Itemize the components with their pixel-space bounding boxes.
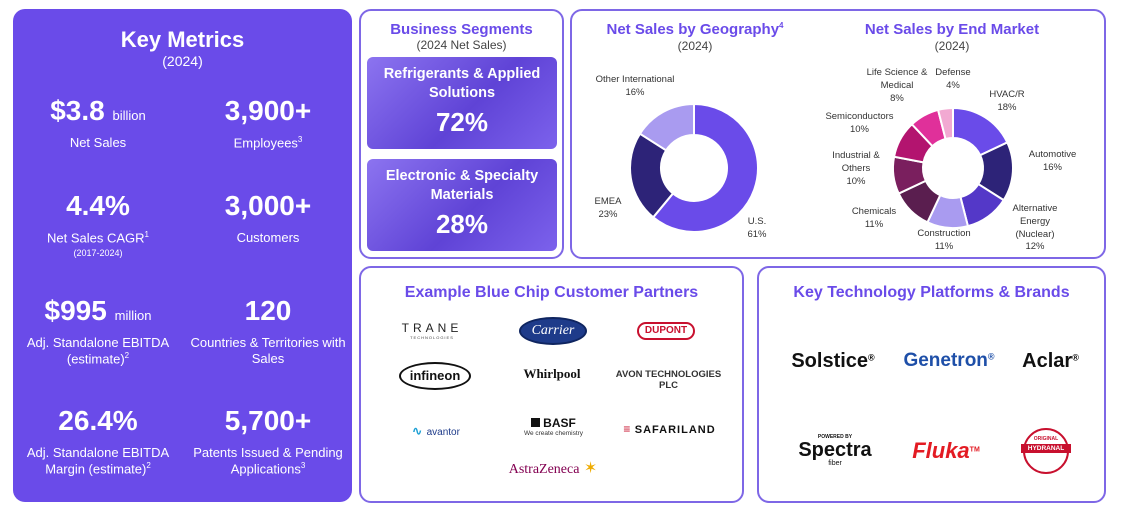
segment-name: Electronic & Specialty Materials bbox=[385, 168, 539, 203]
metric-label: Net Sales CAGR1 bbox=[47, 230, 149, 246]
avantor-logo: ∿ avantor bbox=[412, 424, 460, 438]
metric-label: Employees3 bbox=[233, 135, 303, 151]
em-label-semiconductors: Semiconductors 10% bbox=[825, 111, 894, 135]
safariland-icon: ≡ bbox=[623, 422, 631, 436]
key-metrics-title: Key Metrics bbox=[120, 27, 245, 52]
metric-label: Adj. Standalone EBITDA Margin (estimate)… bbox=[26, 445, 170, 477]
em-label-life-science: Life Science & Medical 8% bbox=[866, 67, 928, 104]
segment-name: Refrigerants & Applied Solutions bbox=[383, 66, 541, 101]
aclar-brand: Aclar® bbox=[1022, 350, 1079, 372]
segment-card-refrigerants: Refrigerants & Applied Solutions 72% bbox=[367, 57, 557, 149]
spectra-brand: POWERED BY Spectra fiber bbox=[798, 434, 872, 467]
em-label-automotive: Automotive 16% bbox=[1028, 149, 1077, 173]
astrazeneca-logo: AstraZeneca ✶ bbox=[508, 460, 598, 477]
end-market-subtitle: (2024) bbox=[934, 39, 970, 53]
infineon-logo: infineon bbox=[399, 362, 471, 390]
key-metrics-subtitle: (2024) bbox=[162, 53, 203, 69]
metric-value: 5,700+ bbox=[224, 405, 312, 436]
metric-label: Patents Issued & Pending Applications3 bbox=[193, 445, 343, 477]
metric-value: 4.4% bbox=[66, 190, 130, 221]
dupont-logo: DUPONT bbox=[637, 322, 695, 340]
geo-label-us: U.S. 61% bbox=[747, 216, 767, 240]
net-sales-charts-panel: Net Sales by Geography4 (2024) Net Sales… bbox=[570, 9, 1106, 259]
em-label-defense: Defense 4% bbox=[935, 67, 971, 91]
metric-item: $3.8 billion Net Sales bbox=[13, 97, 183, 151]
platforms-title: Key Technology Platforms & Brands bbox=[793, 284, 1070, 301]
metric-value: 3,000+ bbox=[224, 190, 312, 221]
geo-label-other: Other International 16% bbox=[595, 74, 675, 98]
em-label-construction: Construction 11% bbox=[917, 228, 971, 252]
fluka-brand: FlukaTM bbox=[912, 438, 980, 463]
metric-item: 3,000+ Customers bbox=[183, 192, 353, 246]
metric-value: 120 bbox=[244, 295, 292, 326]
em-label-hvacr: HVAC/R 18% bbox=[989, 89, 1025, 113]
segment-card-electronic: Electronic & Specialty Materials 28% bbox=[367, 159, 557, 251]
em-label-industrial: Industrial & Others 10% bbox=[832, 150, 880, 187]
segments-subtitle: (2024 Net Sales) bbox=[416, 38, 507, 52]
solstice-brand: Solstice® bbox=[791, 350, 875, 372]
key-metrics-panel: Key Metrics (2024) $3.8 billion Net Sales… bbox=[13, 9, 352, 502]
basf-square-icon bbox=[531, 418, 541, 427]
em-label-chemicals: Chemicals 11% bbox=[851, 206, 897, 230]
segment-percent: 72% bbox=[435, 106, 489, 137]
geography-donut bbox=[629, 102, 1014, 233]
metric-value: $995 million bbox=[44, 295, 152, 326]
basf-logo: BASF We create chemistry bbox=[523, 416, 584, 437]
metric-label: Adj. Standalone EBITDA (estimate)2 bbox=[26, 335, 170, 367]
metric-item: 26.4% Adj. Standalone EBITDA Margin (esti… bbox=[13, 407, 183, 478]
metric-value: 26.4% bbox=[58, 405, 138, 436]
geography-slice bbox=[638, 102, 695, 152]
segments-title: Business Segments bbox=[390, 21, 533, 38]
metric-item: 120 Countries & Territories with Sales bbox=[183, 297, 353, 368]
astrazeneca-symbol-icon: ✶ bbox=[583, 460, 598, 477]
avon-logo: AVON TECHNOLOGIES PLC bbox=[615, 369, 722, 391]
geo-label-emea: EMEA 23% bbox=[594, 196, 622, 220]
geography-title: Net Sales by Geography4 bbox=[606, 21, 784, 38]
technology-platforms-panel: Key Technology Platforms & Brands Solsti… bbox=[757, 266, 1106, 503]
metric-sublabel: (2017-2024) bbox=[73, 247, 123, 258]
metric-value: 3,900+ bbox=[224, 95, 312, 126]
metric-label: Net Sales bbox=[69, 135, 127, 150]
metric-label: Customers bbox=[236, 230, 300, 245]
safariland-logo: ≡ SAFARILAND bbox=[623, 422, 716, 436]
metric-item: 5,700+ Patents Issued & Pending Applicati… bbox=[183, 407, 353, 478]
metric-item: 4.4% Net Sales CAGR1 (2017-2024) bbox=[13, 192, 183, 258]
em-label-alt-energy: Alternative Energy (Nuclear) 12% bbox=[1012, 203, 1058, 253]
end-market-title: Net Sales by End Market bbox=[864, 21, 1040, 38]
partners-title: Example Blue Chip Customer Partners bbox=[404, 284, 699, 301]
hydranal-brand: ORIGINAL HYDRANAL bbox=[1021, 428, 1071, 474]
trane-logo: TRANE TECHNOLOGIES bbox=[401, 321, 463, 340]
business-segments-panel: Business Segments (2024 Net Sales) Refri… bbox=[359, 9, 564, 259]
carrier-logo: Carrier bbox=[519, 317, 587, 345]
metric-value: $3.8 billion bbox=[50, 95, 146, 126]
whirlpool-logo: Whirlpool bbox=[523, 366, 581, 381]
customer-partners-panel: Example Blue Chip Customer Partners TRAN… bbox=[359, 266, 744, 503]
metric-item: $995 million Adj. Standalone EBITDA (esti… bbox=[13, 297, 183, 368]
metric-item: 3,900+ Employees3 bbox=[183, 97, 353, 152]
genetron-brand: Genetron® bbox=[903, 350, 995, 371]
end-market-slice bbox=[936, 106, 954, 141]
metric-label: Countries & Territories with Sales bbox=[190, 335, 346, 367]
geography-slice bbox=[651, 102, 759, 233]
segment-percent: 28% bbox=[435, 208, 489, 239]
geography-subtitle: (2024) bbox=[677, 39, 713, 53]
avantor-icon: ∿ bbox=[412, 424, 423, 438]
